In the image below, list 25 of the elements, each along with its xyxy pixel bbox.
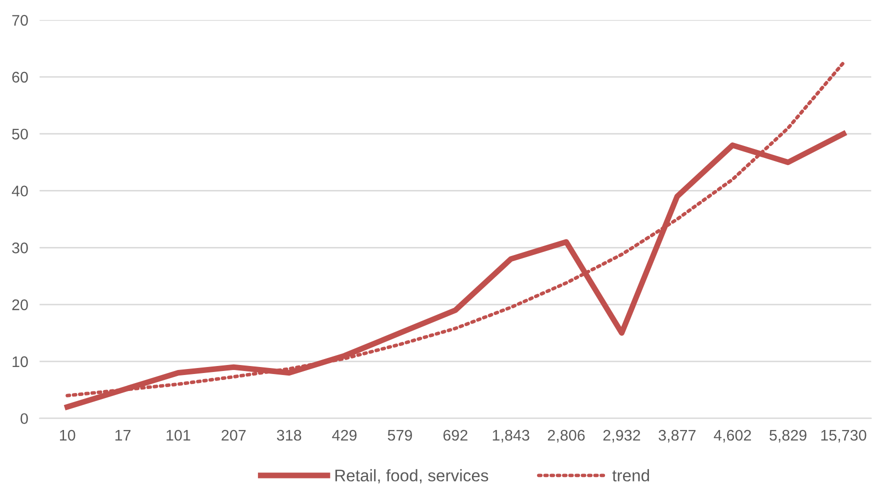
legend-label: Retail, food, services xyxy=(335,469,488,484)
x-tick-label: 692 xyxy=(443,430,468,441)
y-tick-label: 50 xyxy=(12,128,28,140)
x-tick-label: 1,843 xyxy=(492,430,530,442)
x-tick-label: 4,602 xyxy=(714,430,751,442)
x-tick-label: 429 xyxy=(332,430,357,441)
y-tick-label: 30 xyxy=(12,242,28,254)
y-tick-label: 60 xyxy=(12,72,28,83)
x-tick-label: 5,829 xyxy=(770,430,806,442)
x-tick-label: 207 xyxy=(222,430,246,441)
x-tick-label: 3,877 xyxy=(658,430,696,442)
y-tick-label: 20 xyxy=(12,299,28,310)
y-tick-label: 70 xyxy=(12,14,28,26)
x-tick-label: 17 xyxy=(115,430,130,441)
x-tick-label: 15,730 xyxy=(821,430,866,442)
y-tick-label: 10 xyxy=(12,356,28,368)
x-tick-label: 579 xyxy=(388,430,412,441)
x-tick-label: 2,932 xyxy=(603,430,640,442)
x-tick-label: 318 xyxy=(276,430,302,441)
y-tick-label: 40 xyxy=(12,186,28,196)
x-tick-label: 10 xyxy=(60,430,76,441)
legend-label: trend xyxy=(612,469,649,482)
y-tick-label: 0 xyxy=(20,413,28,424)
x-tick-label: 2,806 xyxy=(548,430,585,442)
x-tick-label: 101 xyxy=(166,430,190,441)
